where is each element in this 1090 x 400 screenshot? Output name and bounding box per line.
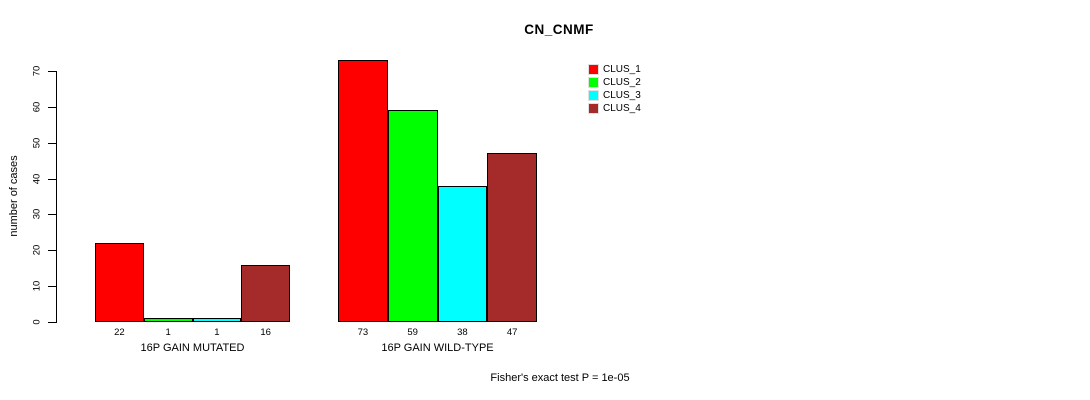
bar	[387, 110, 438, 322]
bar-value-label: 73	[357, 327, 369, 338]
bar-value-label: 59	[407, 327, 418, 338]
bar-value-label: 16	[260, 327, 271, 338]
bar-value-label: 1	[165, 327, 171, 338]
bar-value-label: 1	[214, 327, 220, 338]
bar	[143, 318, 193, 322]
legend-swatch	[588, 103, 599, 114]
legend-label: CLUS_3	[603, 90, 641, 101]
bar-value-label: 38	[457, 327, 468, 338]
chart-title: CN_CNMF	[524, 22, 594, 37]
legend-label: CLUS_1	[603, 64, 641, 75]
y-tick	[48, 179, 56, 180]
annotation-fisher-test: Fisher's exact test P = 1e-05	[490, 372, 630, 384]
y-tick	[48, 250, 56, 251]
legend-swatch	[588, 77, 599, 88]
x-group-label: 16P GAIN MUTATED	[140, 342, 245, 354]
bar	[338, 60, 388, 322]
legend-label: CLUS_4	[603, 103, 641, 114]
bar	[95, 243, 144, 322]
y-tick	[48, 107, 56, 108]
bar-value-label: 22	[114, 327, 125, 338]
bar	[487, 153, 537, 322]
x-group-label: 16P GAIN WILD-TYPE	[381, 342, 494, 354]
y-tick	[48, 214, 56, 215]
y-tick	[48, 71, 56, 72]
y-axis-line	[56, 71, 57, 323]
bar	[241, 264, 290, 322]
legend-swatch	[588, 90, 599, 101]
bar	[192, 318, 242, 322]
bar	[437, 185, 488, 322]
bar-value-label: 47	[506, 327, 518, 338]
y-tick	[48, 286, 56, 287]
legend-label: CLUS_2	[603, 77, 641, 88]
y-tick	[48, 143, 56, 144]
y-tick	[48, 322, 56, 323]
legend-swatch	[588, 64, 599, 75]
